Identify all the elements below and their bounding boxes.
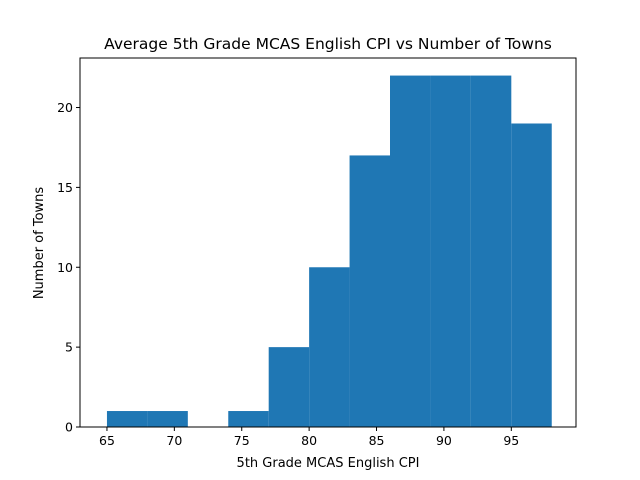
y-tick-label: 20 — [57, 100, 73, 115]
bars-group — [106, 75, 552, 428]
chart-title: Average 5th Grade MCAS English CPI vs Nu… — [104, 35, 552, 53]
y-tick-label: 5 — [65, 340, 73, 355]
histogram-bar-5 — [309, 267, 350, 427]
histogram-bar-3 — [228, 411, 269, 427]
x-tick-label: 65 — [99, 433, 115, 448]
x-tick-label: 95 — [503, 433, 519, 448]
x-tick-label: 75 — [234, 433, 250, 448]
y-tick-label: 15 — [57, 180, 73, 195]
histogram-bar-8 — [430, 75, 471, 428]
y-tick-label: 0 — [65, 420, 73, 435]
y-axis-ticks: 0 5 10 15 20 — [57, 100, 80, 435]
x-tick-label: 70 — [166, 433, 182, 448]
histogram-bar-10 — [511, 123, 552, 428]
plot-area-frame — [79, 57, 577, 428]
histogram-bar-0 — [106, 411, 148, 427]
histogram-bar-1 — [147, 411, 188, 427]
y-tick-label: 10 — [57, 260, 73, 275]
histogram-bar-9 — [470, 75, 512, 428]
x-axis-ticks: 65 70 75 80 85 90 95 — [99, 427, 519, 448]
y-axis-label: Number of Towns — [32, 187, 47, 300]
x-axis-label: 5th Grade MCAS English CPI — [237, 456, 420, 471]
x-tick-label: 90 — [436, 433, 452, 448]
histogram-bar-7 — [390, 75, 431, 428]
x-tick-label: 85 — [369, 433, 385, 448]
x-tick-label: 80 — [301, 433, 317, 448]
histogram-bar-4 — [268, 347, 310, 427]
histogram-bar-6 — [349, 155, 390, 427]
